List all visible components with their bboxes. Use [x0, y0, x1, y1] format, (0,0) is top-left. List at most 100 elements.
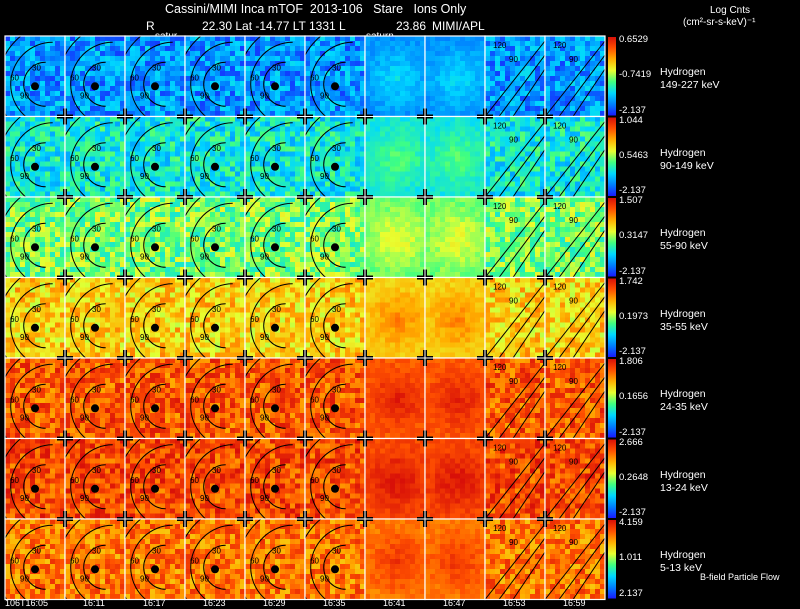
contour-label: 30: [272, 546, 281, 555]
l-value: 23.86: [396, 19, 427, 33]
grid-cross: [117, 430, 133, 447]
time-tick-label: 16:29: [263, 598, 286, 608]
units-line1: Log Cnts: [710, 5, 751, 16]
title: Cassini/MIMI Inca mTOF 2013-106 Stare Io…: [165, 2, 467, 16]
contour-label: 60: [70, 395, 79, 404]
contour-label: 90: [569, 458, 578, 467]
saturn-marker: [271, 243, 279, 252]
contour-label: 90: [260, 574, 269, 583]
contour-label: 90: [200, 172, 209, 181]
saturn-marker: [91, 484, 99, 493]
contour-label: 60: [70, 476, 79, 485]
grid-cross: [357, 350, 373, 366]
saturn-marker: [151, 82, 159, 91]
contour-line: [310, 283, 353, 358]
contour-line: [203, 303, 226, 349]
grid-cross: [237, 511, 253, 527]
contour-label: 30: [272, 144, 281, 153]
contour-label: 60: [70, 556, 79, 565]
grid-cross: [417, 189, 433, 205]
contour-label: 60: [190, 234, 199, 243]
contour-line: [545, 201, 605, 278]
contour-line: [203, 464, 226, 510]
contour-line: [70, 122, 113, 197]
colorbar: [608, 278, 616, 357]
grid-cross: [417, 108, 433, 125]
image-cell: [365, 277, 425, 358]
contour-label: 30: [332, 63, 341, 72]
contour-label: 90: [260, 91, 269, 100]
contour-label: 90: [569, 216, 578, 225]
contour-label: 90: [140, 172, 149, 181]
contour-label: 60: [190, 395, 199, 404]
contour-line: [250, 41, 293, 117]
contour-label: 30: [212, 466, 221, 475]
contour-line: [498, 296, 545, 358]
contour-label: 90: [260, 413, 269, 422]
contour-label: 90: [569, 136, 578, 145]
contour-line: [323, 544, 346, 590]
contour-label: 90: [200, 574, 209, 583]
contour-line: [83, 544, 106, 590]
contour-label: 90: [509, 136, 518, 145]
contour-line: [250, 363, 293, 439]
contour-label: 120: [493, 524, 507, 533]
grid-cross: [237, 189, 253, 205]
contour-label: 120: [553, 41, 567, 50]
contour-line: [70, 524, 113, 600]
saturn-marker: [91, 323, 99, 332]
contour-label: 90: [80, 413, 89, 422]
grid-cross: [297, 511, 313, 527]
contour-label: 60: [130, 154, 139, 163]
colorbar-mid-label: -0.7419: [619, 69, 652, 81]
contour-label: 90: [320, 333, 329, 342]
contour-label: 90: [20, 252, 29, 261]
saturn-marker: [271, 565, 279, 574]
saturn-marker: [331, 323, 339, 332]
contour-line: [485, 121, 545, 197]
image-cell: [425, 277, 485, 358]
position-readout: 22.30 Lat -14.77 LT 1331 L: [202, 19, 346, 33]
contour-label: 30: [152, 63, 161, 72]
contour-label: 90: [509, 55, 518, 64]
contour-label: 120: [493, 202, 507, 211]
contour-line: [250, 202, 293, 278]
contour-label: 60: [190, 73, 199, 82]
image-cell: [365, 358, 425, 439]
contour-label: 30: [32, 63, 41, 72]
colorbar-mid-label: 0.3147: [619, 230, 649, 242]
saturn-marker: [151, 404, 159, 413]
contour-label: 120: [553, 524, 567, 533]
contour-line: [263, 142, 286, 188]
image-cell: [365, 36, 425, 117]
contour-label: 30: [92, 224, 101, 233]
contour-label: 90: [20, 574, 29, 583]
contour-line: [83, 142, 106, 188]
grid-cross: [537, 511, 553, 527]
contour-line: [143, 544, 166, 590]
grid-cross: [177, 108, 193, 125]
contour-line: [70, 283, 113, 358]
grid-cross: [177, 269, 193, 286]
time-tick-label: 16:53: [503, 598, 526, 608]
species-label: Hydrogen: [660, 388, 706, 401]
contour-label: 30: [212, 385, 221, 394]
saturn-marker: [211, 565, 219, 574]
contour-label: 90: [509, 216, 518, 225]
grid-cross: [477, 269, 493, 286]
